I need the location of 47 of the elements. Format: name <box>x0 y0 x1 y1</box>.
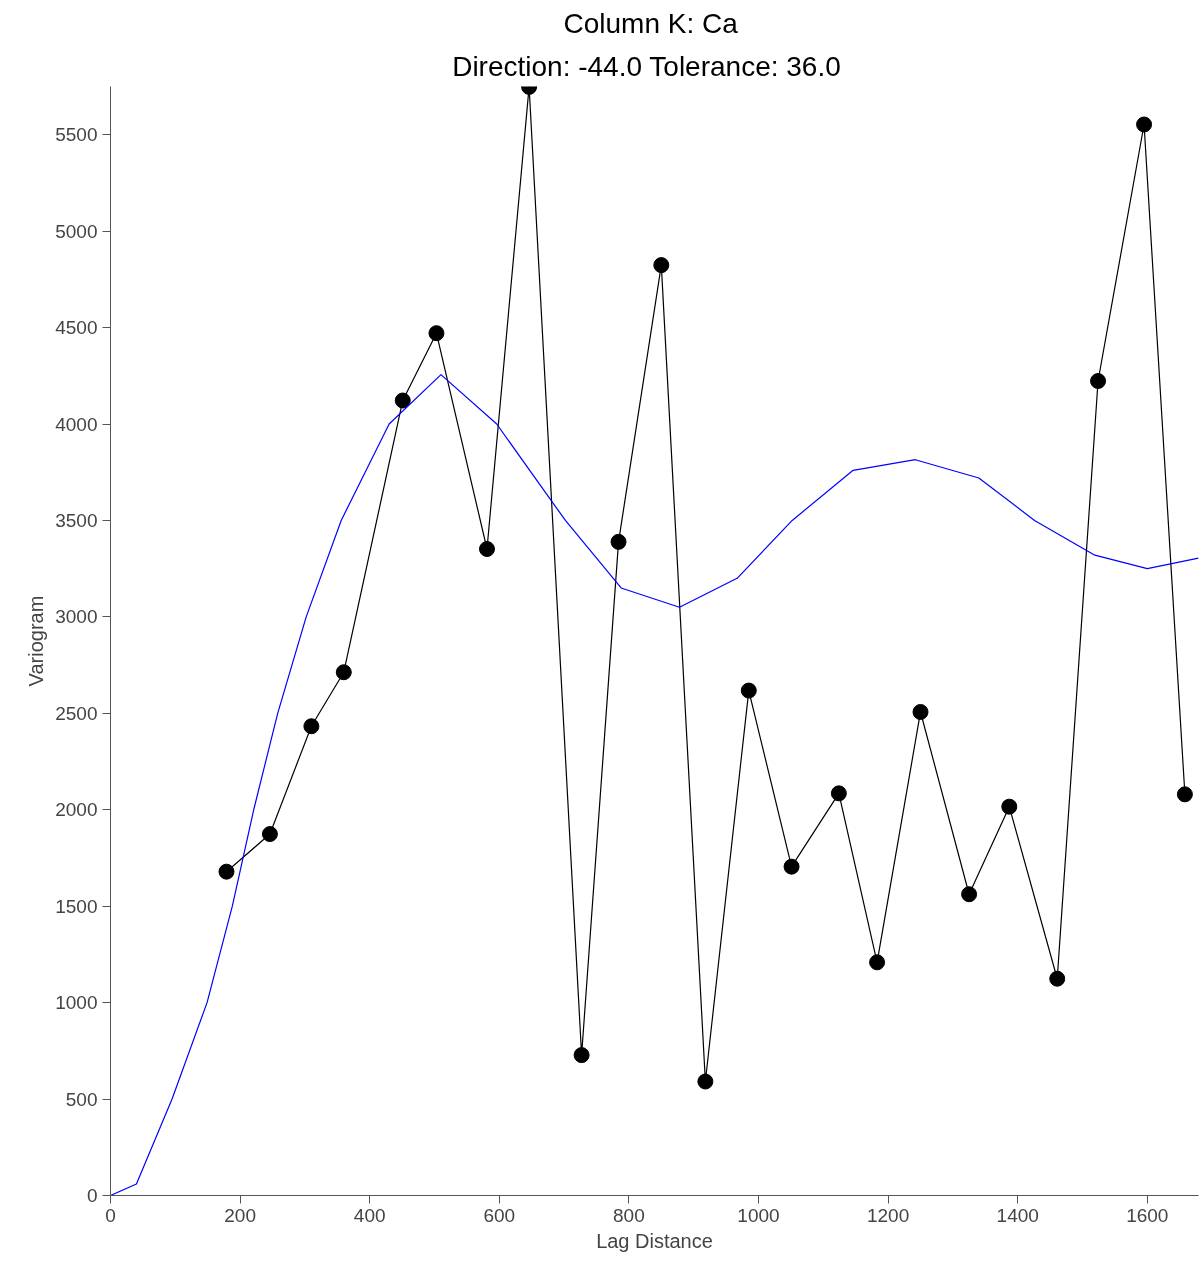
point <box>1001 798 1018 815</box>
point <box>869 954 886 971</box>
point <box>653 257 670 274</box>
point <box>1090 373 1107 389</box>
x-tick-label: 1000 <box>737 1204 780 1226</box>
point <box>783 858 800 875</box>
y-tick-label: 4000 <box>55 413 98 435</box>
point <box>610 533 627 550</box>
y-axis-title: Variogram <box>25 595 48 687</box>
y-tick-label: 2500 <box>55 702 98 724</box>
point <box>912 703 929 720</box>
point <box>261 826 278 843</box>
chart-title: Column K: Ca <box>563 7 739 39</box>
chart-subtitle: Direction: -44.0 Tolerance: 36.0 <box>452 50 841 82</box>
y-tick-label: 5500 <box>55 124 98 146</box>
y-tick-label: 500 <box>65 1088 98 1110</box>
x-tick-label: 0 <box>105 1204 116 1226</box>
x-tick-label: 800 <box>613 1204 645 1226</box>
x-axis-title: Lag Distance <box>596 1229 713 1252</box>
point <box>303 718 320 735</box>
y-tick-label: 3500 <box>55 509 98 531</box>
y-tick-label: 3000 <box>55 606 98 628</box>
x-tick-label: 1400 <box>996 1204 1039 1226</box>
point <box>335 664 352 681</box>
point <box>740 682 757 699</box>
point <box>394 392 411 409</box>
y-tick-label: 5000 <box>55 220 98 242</box>
point <box>218 863 235 880</box>
point <box>830 785 847 802</box>
point <box>573 1047 590 1064</box>
point <box>1136 116 1153 133</box>
point <box>961 886 978 903</box>
y-tick-label: 1500 <box>55 895 98 917</box>
point <box>1049 970 1066 987</box>
point <box>428 325 445 342</box>
x-tick-label: 1200 <box>866 1204 910 1226</box>
point <box>697 1073 714 1090</box>
y-tick-label: 1000 <box>55 992 98 1014</box>
point <box>1176 786 1193 803</box>
x-tick-label: 400 <box>353 1204 386 1226</box>
point <box>478 541 495 557</box>
y-tick-label: 2000 <box>55 799 98 821</box>
y-tick-label: 0 <box>86 1185 98 1206</box>
y-tick-label: 4500 <box>55 317 98 339</box>
x-tick-label: 1600 <box>1126 1204 1169 1226</box>
x-tick-label: 200 <box>224 1204 256 1226</box>
x-tick-label: 600 <box>483 1204 516 1226</box>
